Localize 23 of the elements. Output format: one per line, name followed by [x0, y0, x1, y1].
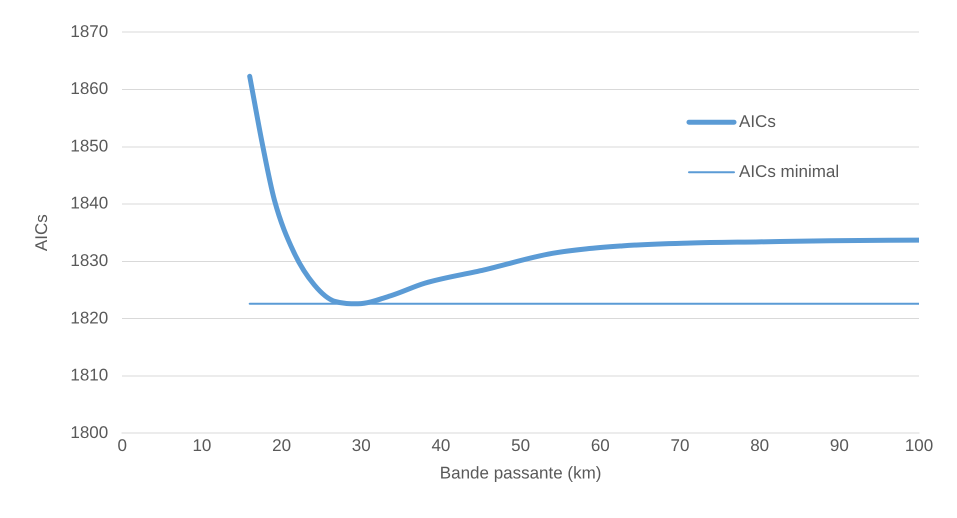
- x-tick-label: 40: [431, 436, 450, 456]
- y-tick-label: 1830: [70, 251, 108, 270]
- x-tick-label: 30: [352, 436, 371, 456]
- x-tick-label: 100: [904, 436, 934, 456]
- y-tick-label: 1820: [70, 308, 108, 328]
- x-tick-label: 70: [670, 436, 690, 456]
- y-tick-label: 1800: [70, 422, 108, 442]
- x-tick-label: 50: [511, 436, 530, 456]
- y-tick-label: 1860: [70, 79, 108, 98]
- legend-label: AICs minimal: [739, 162, 840, 181]
- y-tick-label: 1850: [70, 136, 108, 156]
- y-tick-label: 1870: [70, 22, 108, 41]
- x-tick-label: 90: [830, 436, 849, 456]
- y-tick-label: 1840: [70, 194, 108, 213]
- x-tick-label: 80: [750, 436, 770, 456]
- legend-label: AICs: [739, 112, 776, 131]
- y-tick-label: 1810: [70, 366, 108, 385]
- x-tick-label: 60: [590, 436, 610, 456]
- x-axis-title: Bande passante (km): [440, 463, 602, 482]
- x-tick-label: 20: [272, 436, 292, 456]
- y-axis-title: AICs: [32, 214, 51, 252]
- x-tick-label: 10: [192, 436, 212, 456]
- x-tick-label: 0: [117, 436, 127, 456]
